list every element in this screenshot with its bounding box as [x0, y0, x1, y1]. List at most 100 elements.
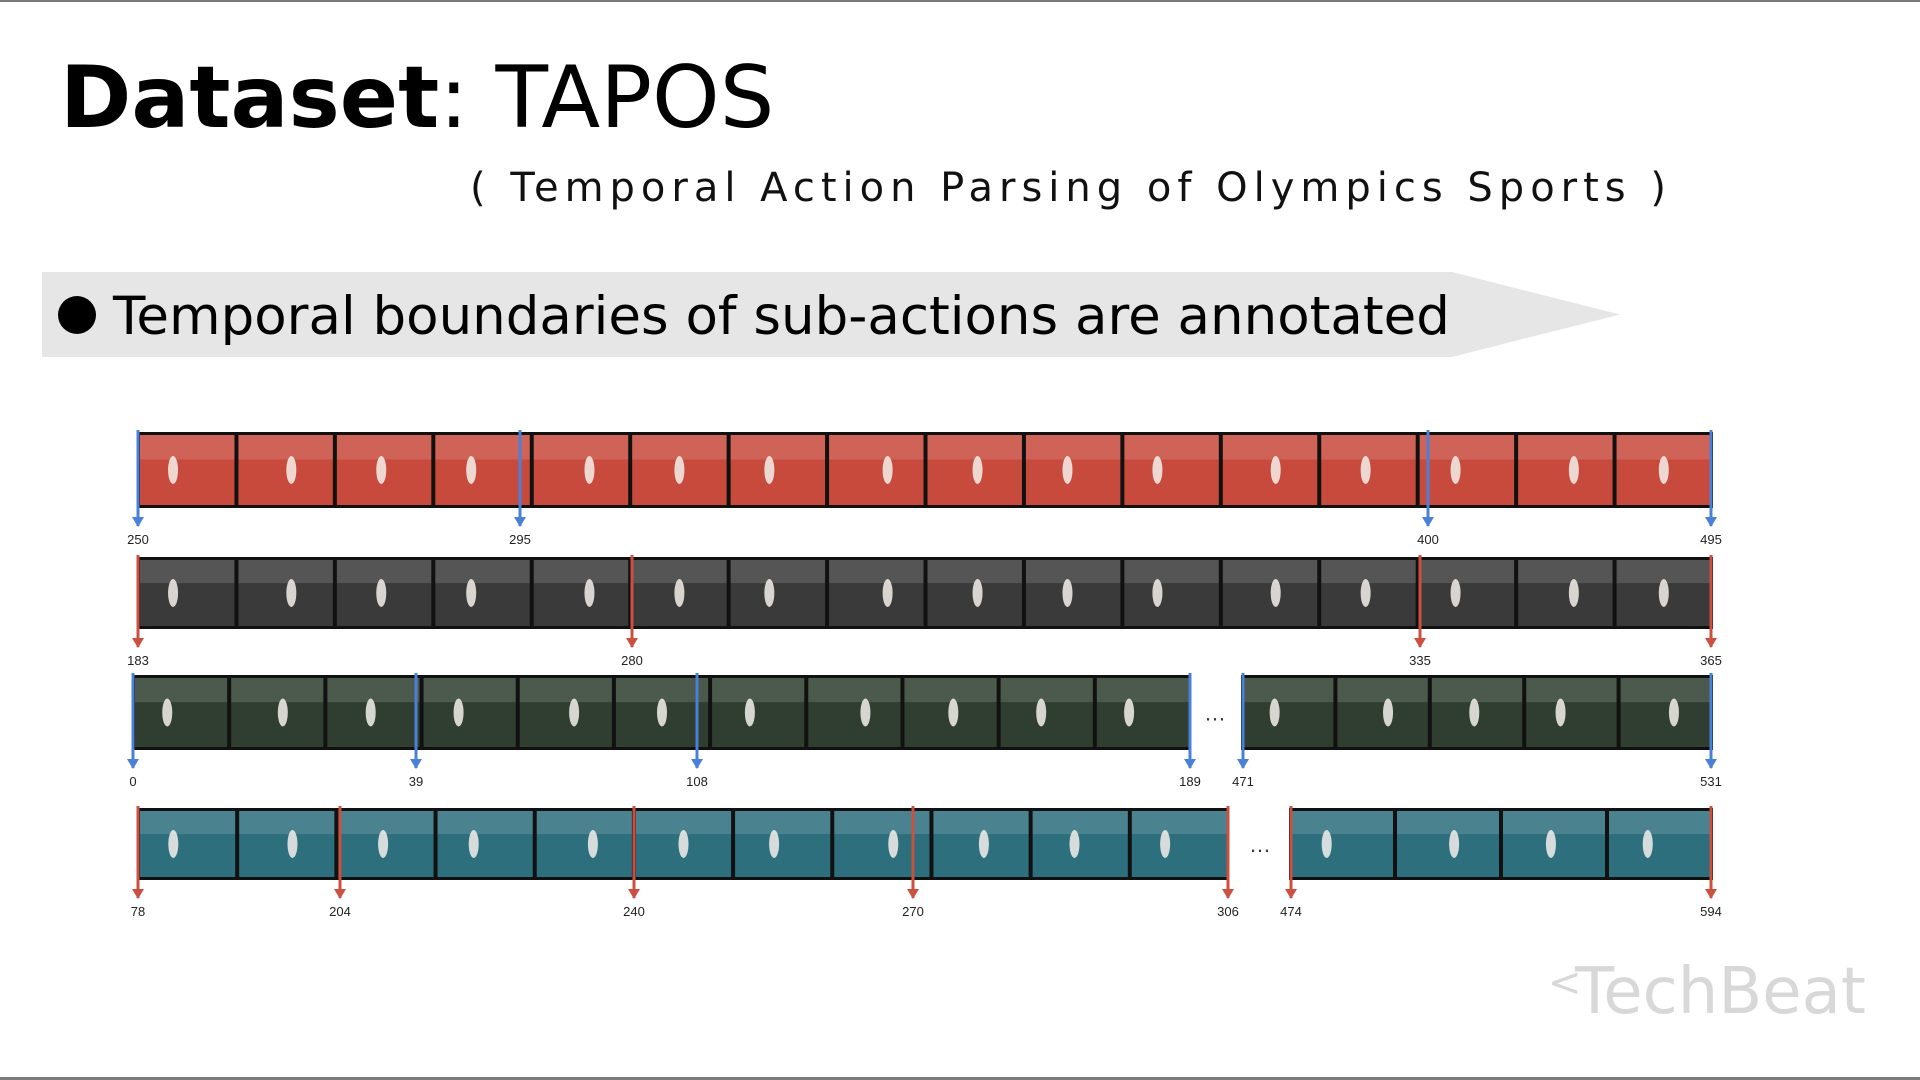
athlete-figure: [277, 698, 288, 727]
athlete-figure: [678, 830, 689, 858]
boundary-arrow-icon: [334, 889, 346, 899]
athlete-figure: [1450, 579, 1461, 607]
frame-highlight: [336, 560, 432, 584]
frame-highlight: [1321, 560, 1416, 584]
video-frame: [730, 435, 826, 505]
athlete-figure: [376, 579, 387, 607]
athlete-figure: [1069, 830, 1080, 858]
frame-highlight: [1397, 811, 1499, 835]
athlete-figure: [1568, 456, 1579, 484]
athlete-figure: [1062, 579, 1073, 607]
athlete-figure: [1449, 830, 1460, 858]
video-frame: [1419, 435, 1515, 505]
boundary-arrow-icon: [132, 517, 144, 527]
boundary-arrow-icon: [1705, 517, 1717, 527]
athlete-figure: [1062, 456, 1073, 484]
frame-highlight: [1620, 678, 1711, 703]
frame-highlight: [1419, 435, 1515, 460]
frame-highlight: [238, 435, 333, 460]
athlete-figure: [1269, 698, 1280, 727]
video-frame: [1124, 435, 1219, 505]
athlete-figure: [1152, 456, 1163, 484]
bottom-border: [0, 1077, 1920, 1080]
frame-highlight: [927, 560, 1022, 584]
frame-index-label: 471: [1232, 774, 1254, 789]
frame-highlight: [933, 811, 1029, 835]
athlete-figure: [860, 698, 871, 727]
video-frame: [1131, 811, 1227, 877]
frame-highlight: [135, 678, 228, 703]
frame-index-label: 108: [686, 774, 708, 789]
frame-highlight: [1526, 678, 1617, 703]
video-frame: [435, 435, 530, 505]
athlete-figure: [1160, 830, 1171, 858]
title-bold: Dataset: [60, 48, 440, 148]
boundary-arrow-icon: [1184, 759, 1196, 769]
frame-highlight: [1124, 560, 1219, 584]
boundary-arrow-icon: [1422, 517, 1434, 527]
watermark: TechBeat: [1575, 955, 1866, 1029]
athlete-figure: [1270, 579, 1281, 607]
frame-highlight: [1025, 560, 1121, 584]
athlete-figure: [376, 456, 387, 484]
frame-highlight: [423, 678, 516, 703]
athlete-figure: [587, 830, 598, 858]
athlete-figure: [972, 579, 983, 607]
ellipsis-gap: …: [1204, 701, 1226, 726]
video-frame: [808, 678, 901, 747]
video-frame: [735, 811, 831, 877]
athlete-figure: [1555, 698, 1566, 727]
frame-highlight: [140, 435, 235, 460]
video-frame: [533, 435, 629, 505]
video-frame: [1518, 435, 1613, 505]
frame-highlight: [1243, 678, 1334, 703]
athlete-figure: [1124, 698, 1135, 727]
video-frame: [1609, 811, 1711, 877]
frame-highlight: [327, 678, 420, 703]
video-frame: [712, 678, 805, 747]
video-frame: [1337, 678, 1428, 747]
frame-highlight: [140, 811, 236, 835]
video-frame: [238, 435, 333, 505]
frame-highlight: [1503, 811, 1605, 835]
video-frame: [1000, 678, 1093, 747]
athlete-figure: [674, 456, 685, 484]
athlete-figure: [657, 698, 667, 727]
video-frame: [437, 811, 533, 877]
athlete-figure: [286, 456, 297, 484]
athlete-figure: [674, 579, 685, 607]
frame-highlight: [834, 811, 930, 835]
frame-highlight: [238, 560, 333, 584]
athlete-figure: [453, 698, 464, 727]
athlete-figure: [468, 830, 479, 858]
frame-highlight: [1518, 435, 1613, 460]
video-frame: [730, 560, 826, 626]
frame-highlight: [1124, 435, 1219, 460]
frame-highlight: [536, 811, 632, 835]
video-frame: [135, 678, 228, 747]
video-frame: [239, 811, 335, 877]
video-frame: [1526, 678, 1617, 747]
boundary-arrow-icon: [691, 759, 703, 769]
athlete-figure: [466, 579, 477, 607]
frame-highlight: [635, 811, 732, 835]
frame-index-label: 240: [623, 904, 645, 919]
frame-highlight: [1616, 560, 1711, 584]
athlete-figure: [168, 456, 179, 484]
athlete-figure: [882, 579, 893, 607]
video-frame: [231, 678, 324, 747]
slide-subtitle: ( Temporal Action Parsing of Olympics Sp…: [470, 165, 1672, 211]
frame-highlight: [533, 560, 629, 584]
video-frame: [1397, 811, 1499, 877]
watermark-mark-icon: <: [1548, 960, 1582, 1006]
athlete-figure: [888, 830, 899, 858]
athlete-figure: [584, 579, 595, 607]
top-border: [0, 0, 1920, 2]
frame-highlight: [1321, 435, 1416, 460]
video-frame: [140, 560, 235, 626]
athlete-figure: [1036, 698, 1047, 727]
video-frame: [238, 560, 333, 626]
frame-highlight: [829, 560, 924, 584]
frame-highlight: [533, 435, 629, 460]
frame-highlight: [927, 435, 1022, 460]
